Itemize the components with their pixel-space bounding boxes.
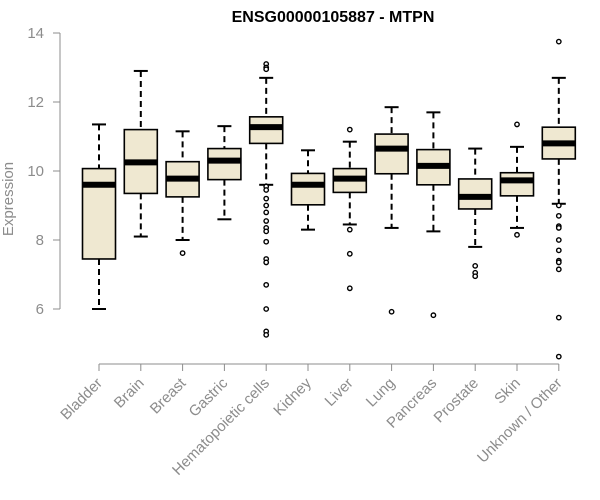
y-tick-label: 10 xyxy=(27,163,44,180)
outlier-point xyxy=(555,266,562,273)
box-breast xyxy=(165,130,200,257)
outlier-point xyxy=(388,308,395,315)
box-lung xyxy=(374,106,409,315)
outlier-point xyxy=(263,228,270,235)
outlier-point xyxy=(263,202,270,209)
outlier-point xyxy=(472,262,479,269)
box-kidney xyxy=(290,149,326,231)
y-tick-label: 14 xyxy=(27,25,44,42)
box-liver xyxy=(332,126,368,292)
outlier-point xyxy=(555,314,562,321)
x-tick-label: Breast xyxy=(147,374,190,417)
outlier-point xyxy=(555,247,562,254)
outlier-point xyxy=(346,285,353,292)
outlier-point xyxy=(555,237,562,243)
box-unknown-other xyxy=(541,38,577,360)
chart-title: ENSG00000105887 - MTPN xyxy=(232,9,435,26)
box-gastric xyxy=(207,125,242,221)
x-tick-label: Lung xyxy=(363,375,399,411)
box-series xyxy=(81,38,577,360)
outlier-point xyxy=(346,250,353,257)
outlier-point xyxy=(472,273,479,280)
x-tick-label: Bladder xyxy=(57,375,106,424)
outlier-point xyxy=(263,259,270,266)
interquartile-box xyxy=(207,147,242,181)
y-tick-label: 8 xyxy=(36,232,44,249)
outlier-point xyxy=(555,353,562,360)
box-pancreas xyxy=(416,111,451,319)
x-tick-label: Brain xyxy=(111,375,148,412)
outlier-point xyxy=(430,312,437,319)
interquartile-box xyxy=(499,171,535,197)
outlier-point xyxy=(555,38,562,45)
box-brain xyxy=(123,69,159,238)
box-bladder xyxy=(81,123,117,310)
outlier-point xyxy=(263,281,270,288)
outlier-point xyxy=(555,225,562,231)
interquartile-box xyxy=(290,172,326,206)
box-skin xyxy=(499,121,535,238)
x-tick-label: Liver xyxy=(322,375,357,410)
outlier-point xyxy=(555,259,562,266)
outlier-point xyxy=(555,202,562,209)
x-tick-label: Skin xyxy=(491,375,524,408)
y-axis-ticks: 6 8 10 12 14 xyxy=(27,25,60,318)
outlier-point xyxy=(263,331,270,338)
outlier-point xyxy=(514,231,520,238)
x-tick-label: Kidney xyxy=(270,374,315,419)
outlier-point xyxy=(263,209,270,216)
outlier-point xyxy=(514,121,520,128)
interquartile-box xyxy=(374,133,409,175)
outlier-point xyxy=(263,66,270,73)
outlier-point xyxy=(179,250,186,257)
box-prostate xyxy=(457,147,493,280)
box-hematopoietic-cells xyxy=(248,61,284,338)
outlier-point xyxy=(263,195,270,202)
x-tick-label: Prostate xyxy=(430,375,482,427)
outlier-point xyxy=(263,187,270,193)
y-tick-label: 6 xyxy=(36,301,44,318)
y-tick-label: 12 xyxy=(27,94,44,111)
outlier-point xyxy=(263,238,270,245)
outlier-point xyxy=(263,218,270,224)
y-axis-label: Expression xyxy=(0,162,17,236)
outlier-point xyxy=(263,306,270,312)
outlier-point xyxy=(555,212,562,219)
outlier-point xyxy=(346,126,353,133)
outlier-point xyxy=(346,226,353,233)
